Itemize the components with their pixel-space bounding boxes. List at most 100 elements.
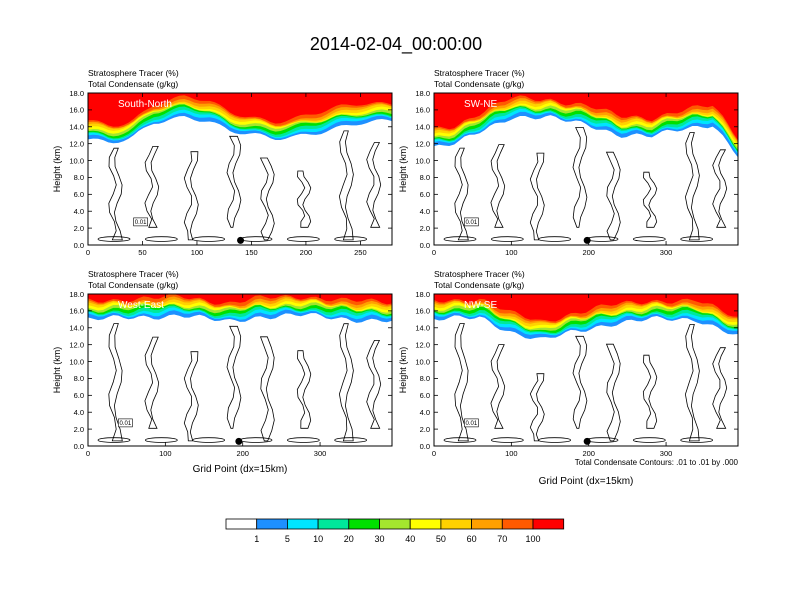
panel-3: 0.01 West-East Stratosphere Tracer (%)Tota… (52, 269, 393, 475)
x-tick-label: 200 (582, 248, 595, 257)
x-tick-label: 0 (432, 449, 436, 458)
colorbar-swatch (501, 518, 534, 530)
location-marker (237, 236, 245, 244)
contour-level-label: 0.01 (135, 220, 147, 226)
y-tick-label: 0.0 (74, 442, 84, 451)
tracer-band-10 (434, 294, 738, 322)
surface-contour (334, 437, 368, 443)
y-tick-label: 16.0 (415, 307, 430, 316)
condensate-contour (712, 149, 728, 228)
condensate-contour (712, 347, 728, 429)
condensate-contour (259, 157, 275, 241)
surface-contour (443, 236, 477, 242)
colorbar-label: 60 (467, 534, 477, 544)
y-tick-label: 10.0 (415, 357, 430, 366)
condensate-contour (259, 336, 275, 442)
y-tick-label: 18.0 (69, 290, 84, 299)
subtitle-condensate: Total Condensate (g/kg) (88, 79, 178, 89)
colorbar-label: 50 (436, 534, 446, 544)
tracer-band-10 (88, 93, 392, 127)
contour-level-label: 0.01 (466, 220, 478, 226)
colorbar-swatch (532, 518, 565, 530)
colorbar-label: 1 (254, 534, 259, 544)
colorbar-swatch (440, 518, 472, 530)
plot-area: 0.01 NW-SE (434, 294, 738, 446)
x-tick-label: 250 (354, 248, 367, 257)
x-axis-label: Grid Point (dx=15km) (193, 464, 288, 475)
contour-label-box (133, 217, 148, 227)
surface-contour (286, 236, 320, 242)
surface-contour (192, 236, 226, 242)
location-marker (583, 236, 591, 244)
colorbar-label: 30 (374, 534, 384, 544)
colorbar-swatch (256, 518, 288, 530)
subtitle-tracer: Stratosphere Tracer (%) (434, 68, 525, 78)
condensate-contour (605, 151, 621, 241)
y-tick-label: 10.0 (415, 156, 430, 165)
y-tick-label: 16.0 (69, 106, 84, 115)
condensate-contours (97, 130, 382, 242)
y-tick-label: 12.0 (415, 139, 430, 148)
condensate-contour (226, 325, 242, 429)
surface-contour (192, 437, 226, 443)
y-tick-label: 0.0 (420, 241, 430, 250)
colorbar-swatch (379, 518, 411, 530)
x-tick-label: 300 (314, 449, 327, 458)
y-tick-label: 2.0 (420, 425, 430, 434)
condensate-contour (144, 336, 160, 429)
colorbar-swatch (348, 518, 380, 530)
x-tick-label: 300 (660, 449, 673, 458)
plot-frame (87, 92, 393, 246)
y-tick-label: 18.0 (415, 89, 430, 98)
y-tick-label: 12.0 (69, 139, 84, 148)
contour-label-box (118, 418, 133, 428)
surface-contour (144, 236, 178, 242)
contour-label-box (464, 217, 479, 227)
y-tick-label: 10.0 (69, 156, 84, 165)
contour-level-label: 0.01 (466, 421, 478, 427)
surface-contour (144, 437, 178, 443)
figure-title: 2014-02-04_00:00:00 (310, 34, 482, 55)
subtitle-condensate: Total Condensate (g/kg) (434, 280, 524, 290)
condensate-contour (296, 170, 312, 228)
y-tick-label: 8.0 (74, 173, 84, 182)
condensate-contour (366, 142, 382, 228)
condensate-contour (529, 152, 545, 241)
condensate-contour (490, 344, 506, 429)
colorbar-swatch (317, 518, 350, 530)
panel-label: West-East (118, 300, 164, 311)
condensate-contour (642, 354, 658, 429)
condensate-contour (144, 146, 160, 228)
x-tick-label: 200 (582, 449, 595, 458)
panel-label: SW-NE (464, 99, 497, 110)
y-tick-label: 6.0 (420, 391, 430, 400)
y-tick-label: 2.0 (420, 224, 430, 233)
panel-2: 0.01 SW-NE Stratosphere Tracer (%)Total Co… (398, 68, 739, 257)
x-tick-label: 0 (86, 449, 90, 458)
condensate-contour (226, 135, 242, 228)
x-tick-label: 100 (505, 449, 518, 458)
y-tick-label: 18.0 (415, 290, 430, 299)
y-tick-label: 2.0 (74, 425, 84, 434)
subtitle-tracer: Stratosphere Tracer (%) (88, 269, 179, 279)
y-axis-label: Height (km) (398, 347, 408, 394)
y-tick-label: 4.0 (74, 207, 84, 216)
condensate-contour (572, 127, 588, 228)
subtitle-condensate: Total Condensate (g/kg) (88, 280, 178, 290)
y-tick-label: 6.0 (420, 190, 430, 199)
condensate-contour (296, 350, 312, 429)
subtitle-tracer: Stratosphere Tracer (%) (434, 269, 525, 279)
y-tick-label: 14.0 (415, 123, 430, 132)
x-tick-label: 0 (86, 248, 90, 257)
colorbar-swatch (225, 518, 258, 530)
surface-contour (286, 437, 320, 443)
surface-contour (632, 236, 666, 242)
colorbar-label: 40 (405, 534, 415, 544)
y-tick-label: 8.0 (420, 374, 430, 383)
x-tick-label: 200 (300, 248, 313, 257)
y-tick-label: 6.0 (74, 190, 84, 199)
colorbar-label: 5 (285, 534, 290, 544)
colorbar-label: 100 (525, 534, 540, 544)
surface-contour (490, 236, 524, 242)
